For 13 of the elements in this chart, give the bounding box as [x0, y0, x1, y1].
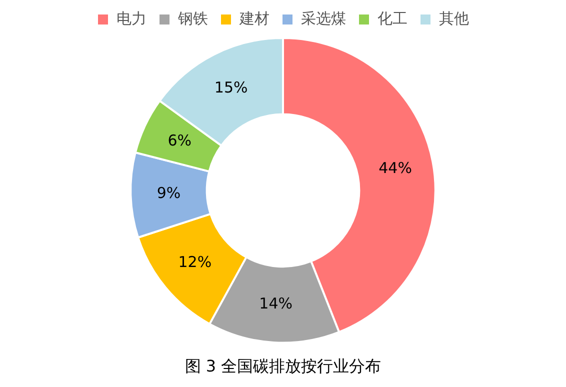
data-label: 14% [259, 294, 292, 312]
data-label: 9% [156, 184, 181, 202]
legend-label: 采选煤 [301, 9, 346, 28]
data-label: 6% [168, 132, 192, 150]
data-label: 15% [214, 78, 248, 96]
legend-label: 化工 [378, 9, 408, 28]
legend-label: 其他 [439, 9, 469, 28]
legend-label: 钢铁 [177, 9, 208, 28]
legend-label: 建材 [238, 9, 270, 28]
legend-label: 电力 [116, 9, 146, 28]
data-label: 44% [378, 158, 412, 177]
data-label: 12% [178, 253, 212, 272]
text: 图 3 全国碳排放按行业分布 [184, 356, 382, 376]
